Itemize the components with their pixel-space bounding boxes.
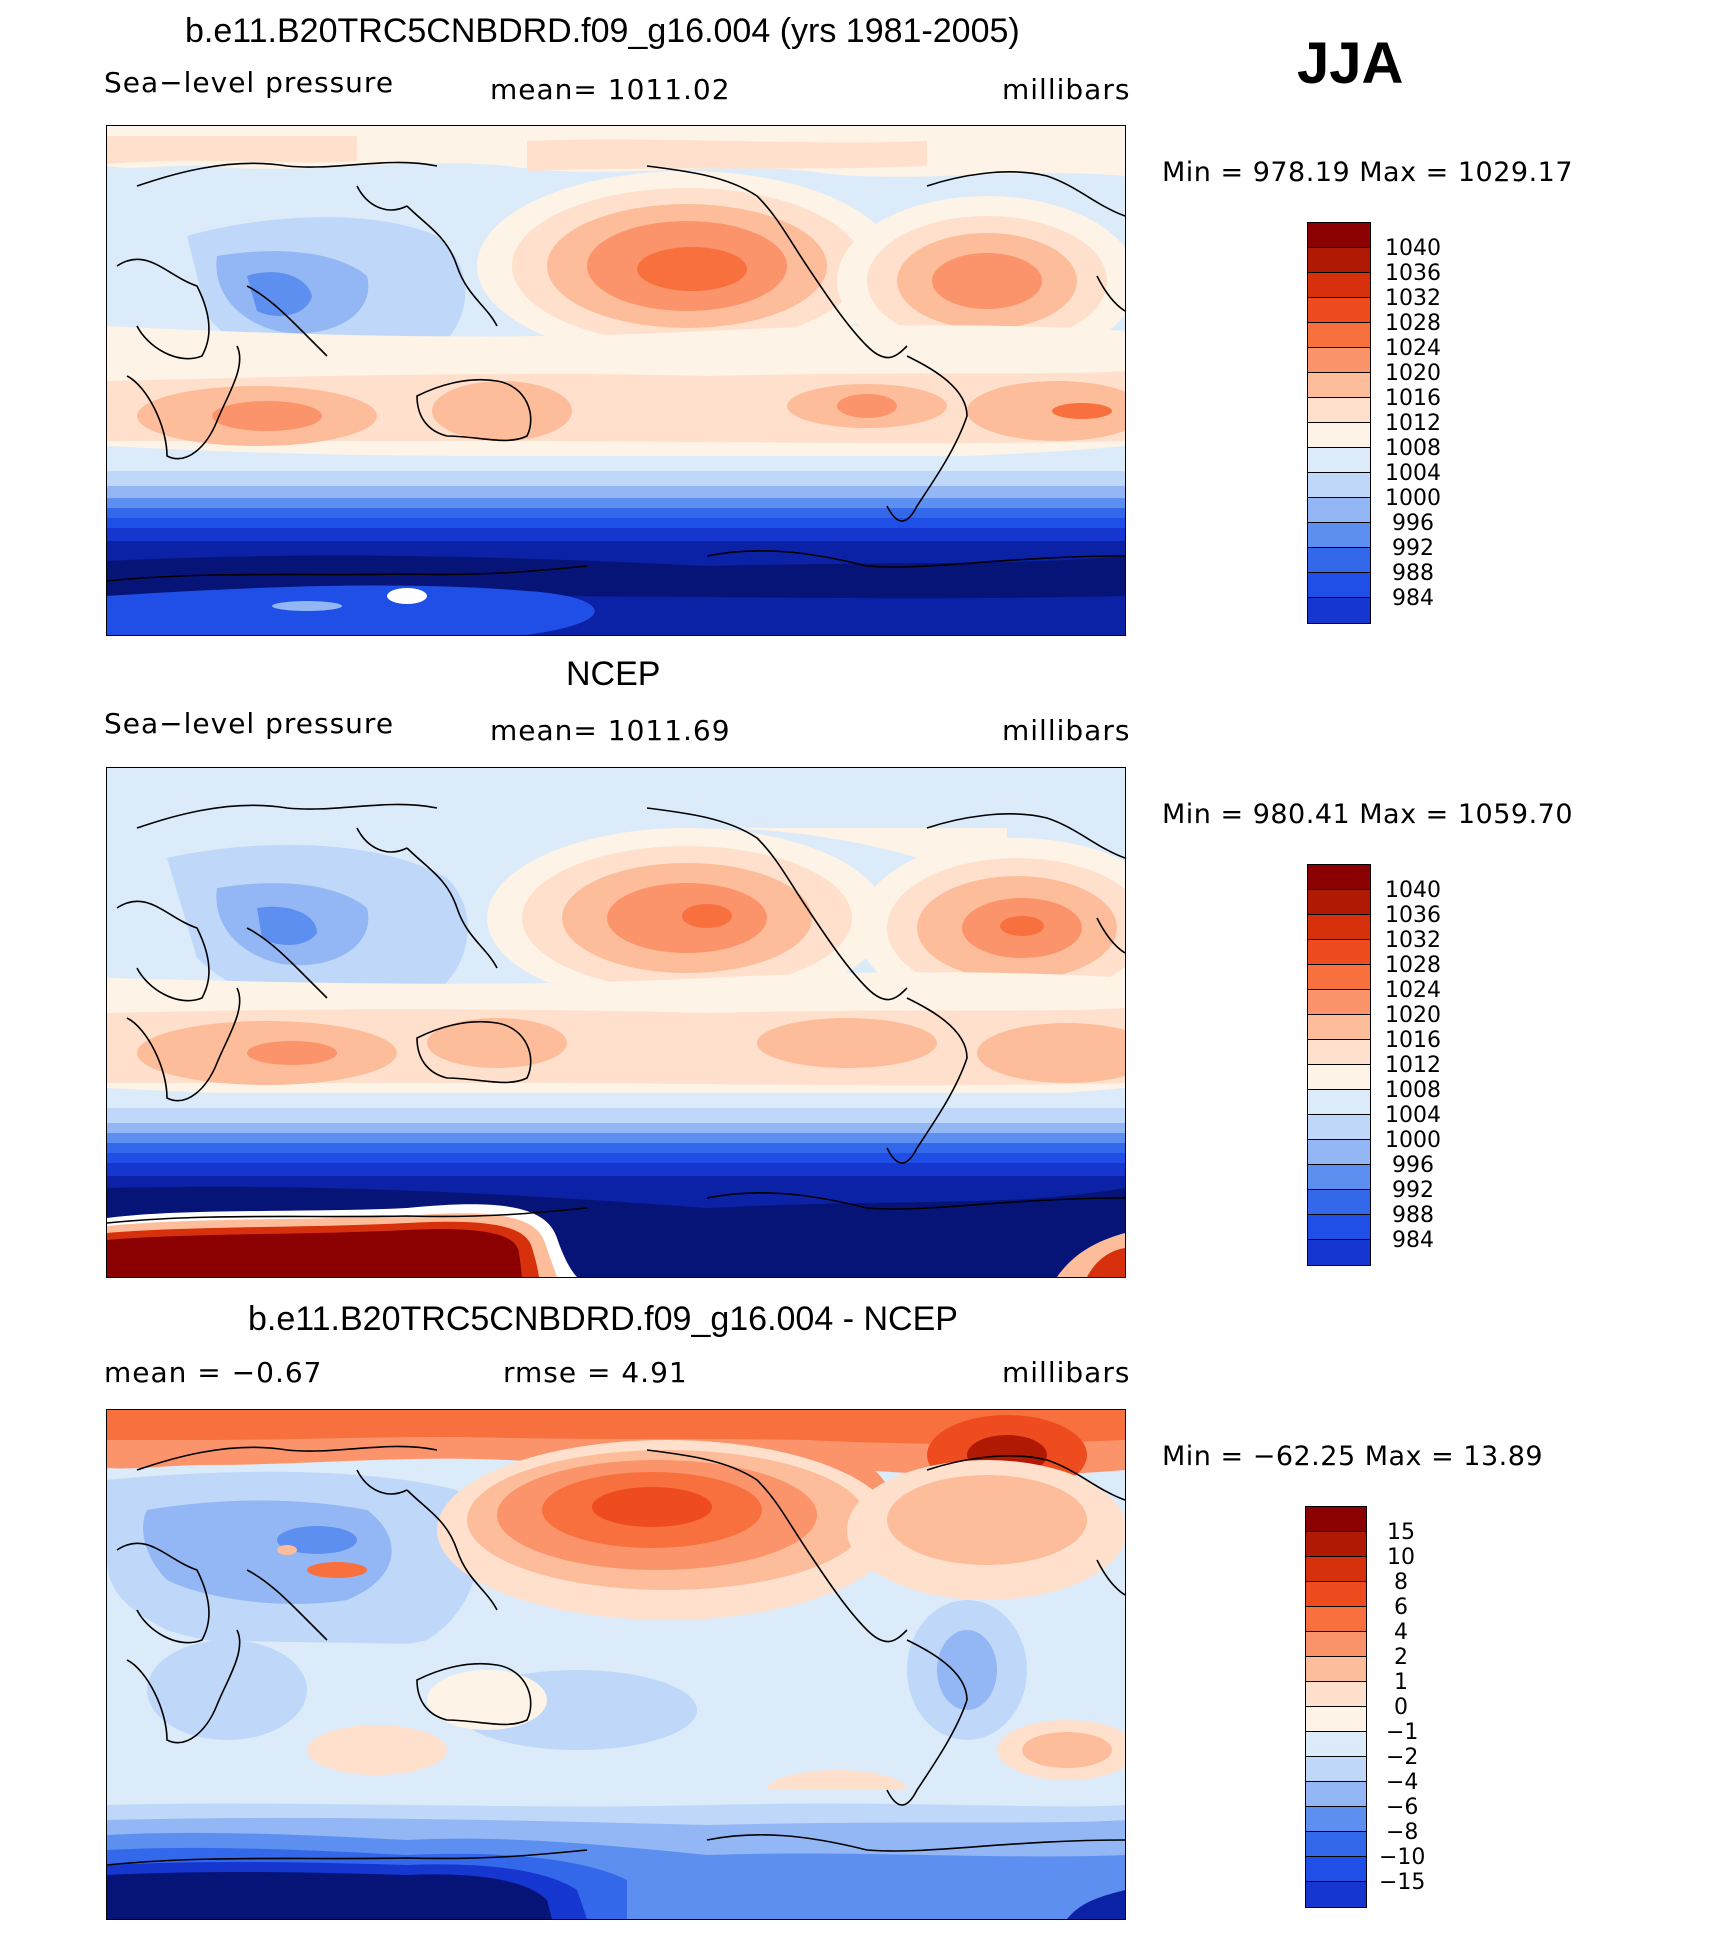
- panel-obs-colorbar-label: 996: [1392, 1153, 1434, 1178]
- panel-obs-colorbar-label: 1024: [1385, 978, 1441, 1003]
- panel-diff-units-label: millibars: [1002, 1356, 1131, 1389]
- panel-diff-colorbar-label: −15: [1379, 1870, 1426, 1895]
- season-label: JJA: [1297, 31, 1404, 96]
- panel-model-colorbar-label: 992: [1392, 536, 1434, 561]
- panel-model-colorbar-label: 1016: [1385, 386, 1441, 411]
- panel-model-colorbar-label: 1000: [1385, 486, 1441, 511]
- panel-obs-colorbar-label: 1012: [1385, 1053, 1441, 1078]
- panel-obs-colorbar-label: 1028: [1385, 953, 1441, 978]
- panel-obs-colorbar-label: 1000: [1385, 1128, 1441, 1153]
- panel-model-minmax: Min = 978.19 Max = 1029.17: [1162, 157, 1574, 188]
- panel-diff-colorbar-label: −4: [1386, 1770, 1419, 1795]
- panel-diff-colorbar-label: 6: [1394, 1595, 1408, 1620]
- panel-obs-colorbar-label: 984: [1392, 1228, 1434, 1253]
- panel-diff-rmse-label: rmse = 4.91: [503, 1356, 688, 1389]
- panel-obs-colorbar-label: 1020: [1385, 1003, 1441, 1028]
- panel-model-colorbar: [1307, 222, 1371, 624]
- panel-diff-colorbar: [1305, 1506, 1367, 1908]
- panel-diff-colorbar-label: 1: [1394, 1670, 1408, 1695]
- panel-obs-colorbar-label: 988: [1392, 1203, 1434, 1228]
- panel-obs-units-label: millibars: [1002, 714, 1131, 747]
- panel-model-colorbar-label: 1004: [1385, 461, 1441, 486]
- panel-model-map: [106, 125, 1126, 636]
- panel-diff-colorbar-label: 8: [1394, 1570, 1408, 1595]
- panel-obs-colorbar-label: 1040: [1385, 878, 1441, 903]
- panel-model-colorbar-label: 984: [1392, 586, 1434, 611]
- panel-obs-colorbar-label: 1036: [1385, 903, 1441, 928]
- panel-diff-colorbar-label: −1: [1386, 1720, 1419, 1745]
- panel-model-colorbar-label: 988: [1392, 561, 1434, 586]
- panel-obs-colorbar-label: 1016: [1385, 1028, 1441, 1053]
- panel-obs-colorbar-label: 1032: [1385, 928, 1441, 953]
- panel-diff-colorbar-label: −2: [1386, 1745, 1419, 1770]
- panel-model-colorbar-label: 1024: [1385, 336, 1441, 361]
- panel-model-colorbar-label: 996: [1392, 511, 1434, 536]
- panel-obs-variable-label: Sea−level pressure: [104, 707, 395, 740]
- panel-diff-colorbar-label: −6: [1386, 1795, 1419, 1820]
- panel-obs-colorbar: [1307, 864, 1371, 1266]
- panel-diff-colorbar-label: 2: [1394, 1645, 1408, 1670]
- panel-diff-colorbar-label: 10: [1387, 1545, 1415, 1570]
- panel-diff-colorbar-label: −10: [1379, 1845, 1426, 1870]
- panel-model-colorbar-label: 1012: [1385, 411, 1441, 436]
- panel-obs-minmax: Min = 980.41 Max = 1059.70: [1162, 799, 1574, 830]
- panel-diff-colorbar-label: 4: [1394, 1620, 1408, 1645]
- panel-diff-map: [106, 1409, 1126, 1920]
- panel-model-colorbar-label: 1036: [1385, 261, 1441, 286]
- panel-model-mean-label: mean= 1011.02: [490, 73, 731, 106]
- panel-model-colorbar-label: 1020: [1385, 361, 1441, 386]
- panel-model-colorbar-label: 1008: [1385, 436, 1441, 461]
- panel-model-colorbar-label: 1028: [1385, 311, 1441, 336]
- panel-diff-mean-label: mean = −0.67: [104, 1356, 323, 1389]
- panel-diff-title: b.e11.B20TRC5CNBDRD.f09_g16.004 - NCEP: [248, 1300, 958, 1338]
- panel-obs-colorbar-label: 1008: [1385, 1078, 1441, 1103]
- panel-model-colorbar-label: 1040: [1385, 236, 1441, 261]
- panel-model-variable-label: Sea−level pressure: [104, 66, 395, 99]
- panel-model-colorbar-label: 1032: [1385, 286, 1441, 311]
- panel-diff-minmax: Min = −62.25 Max = 13.89: [1162, 1441, 1544, 1472]
- panel-model-title: b.e11.B20TRC5CNBDRD.f09_g16.004 (yrs 198…: [185, 12, 1020, 50]
- panel-diff-colorbar-label: 0: [1394, 1695, 1408, 1720]
- panel-obs-title: NCEP: [566, 655, 661, 693]
- panel-obs-map: [106, 767, 1126, 1278]
- panel-obs-colorbar-label: 1004: [1385, 1103, 1441, 1128]
- panel-model-units-label: millibars: [1002, 73, 1131, 106]
- panel-obs-colorbar-label: 992: [1392, 1178, 1434, 1203]
- panel-diff-colorbar-label: −8: [1386, 1820, 1419, 1845]
- panel-diff-colorbar-label: 15: [1387, 1520, 1415, 1545]
- panel-obs-mean-label: mean= 1011.69: [490, 714, 731, 747]
